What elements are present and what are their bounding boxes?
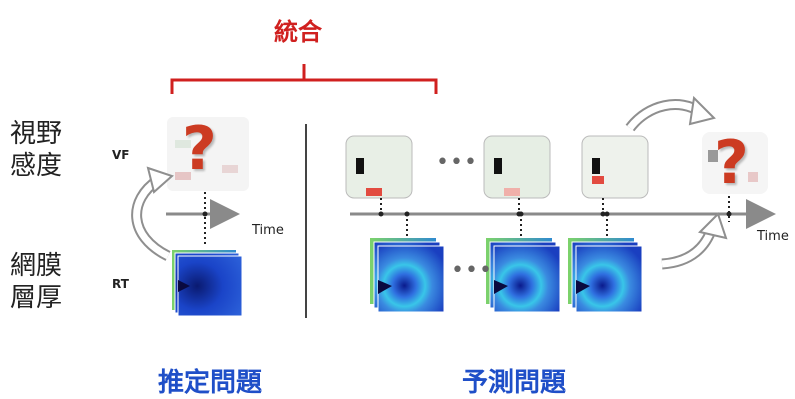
prediction-problem-label: 予測問題 [462, 368, 567, 398]
timeline-points-right [378, 211, 732, 217]
vf-map-3 [581, 135, 649, 199]
prediction-arrow-bottom [661, 212, 728, 270]
ellipsis-rt: ••• [451, 258, 493, 283]
ellipsis-vf: ••• [436, 150, 478, 175]
integration-title: 統合 [274, 18, 322, 46]
vf-map-predicted [702, 132, 768, 194]
rt-label: 網膜 層厚 [10, 250, 62, 314]
rt-label-line1: 網膜 [10, 251, 63, 281]
estimation-problem-label: 推定問題 [158, 368, 263, 398]
vf-label-line1: 視野 [10, 119, 63, 149]
vf-map-left [167, 117, 249, 191]
rt-label-line2: 層厚 [10, 283, 63, 313]
prediction-arrow-top [625, 95, 716, 132]
integration-bracket [170, 64, 438, 94]
time-label-left: Time [252, 223, 284, 238]
rt-row-label: RT [112, 277, 129, 291]
estimation-arrow [131, 166, 174, 261]
vf-row-label: VF [112, 148, 130, 162]
question-mark-right: ? [714, 128, 749, 198]
rt-map-3 [568, 238, 643, 313]
question-mark-left: ? [182, 114, 217, 184]
vf-label-line2: 感度 [10, 151, 63, 181]
rt-map-1 [370, 238, 445, 313]
vf-label: 視野 感度 [10, 118, 62, 182]
vf-map-1 [345, 135, 413, 199]
timeline-point [202, 211, 208, 217]
time-label-right: Time [757, 229, 789, 244]
rt-map-left [172, 250, 243, 317]
rt-map-2 [486, 238, 561, 313]
dotted-connectors-right [380, 196, 730, 238]
vf-map-2 [483, 135, 551, 199]
